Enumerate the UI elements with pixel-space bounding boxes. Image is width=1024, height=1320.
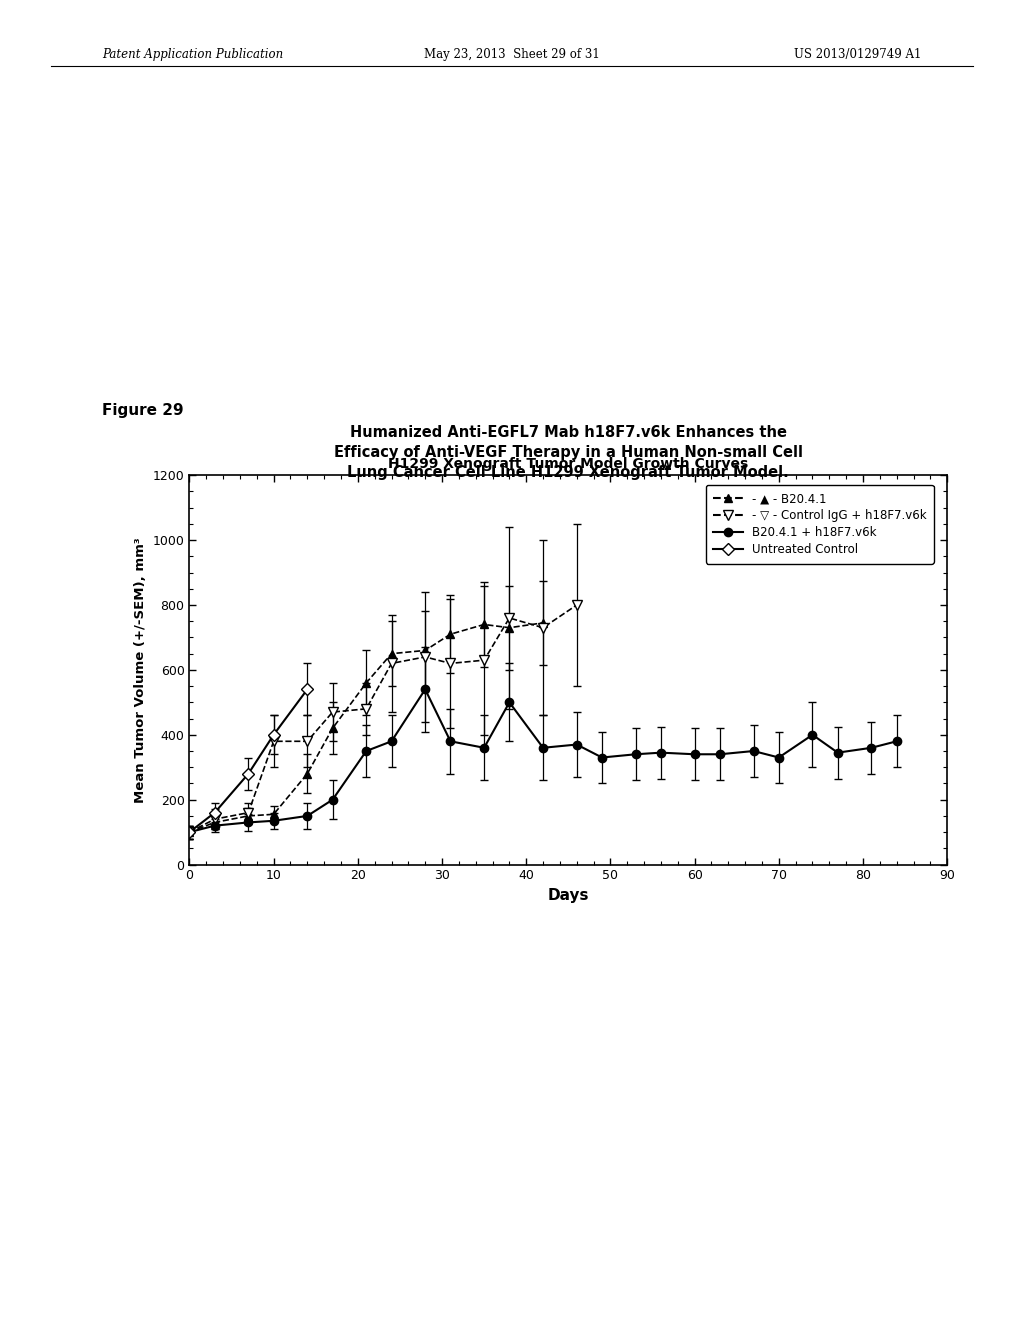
Text: Humanized Anti-EGFL7 Mab h18F7.v6k Enhances the
Efficacy of Anti-VEGF Therapy in: Humanized Anti-EGFL7 Mab h18F7.v6k Enhan…: [334, 425, 803, 479]
Legend: - ▲ - B20.4.1, - ▽ - Control IgG + h18F7.v6k, B20.4.1 + h18F7.v6k, Untreated Con: - ▲ - B20.4.1, - ▽ - Control IgG + h18F7…: [706, 484, 934, 564]
Title: H1299 Xenograft Tumor Model Growth Curves: H1299 Xenograft Tumor Model Growth Curve…: [388, 457, 749, 471]
Text: US 2013/0129749 A1: US 2013/0129749 A1: [795, 48, 922, 61]
Text: Patent Application Publication: Patent Application Publication: [102, 48, 284, 61]
X-axis label: Days: Days: [548, 888, 589, 903]
Text: Figure 29: Figure 29: [102, 403, 184, 417]
Y-axis label: Mean Tumor Volume (+/-SEM), mm³: Mean Tumor Volume (+/-SEM), mm³: [134, 537, 147, 803]
Text: May 23, 2013  Sheet 29 of 31: May 23, 2013 Sheet 29 of 31: [424, 48, 600, 61]
